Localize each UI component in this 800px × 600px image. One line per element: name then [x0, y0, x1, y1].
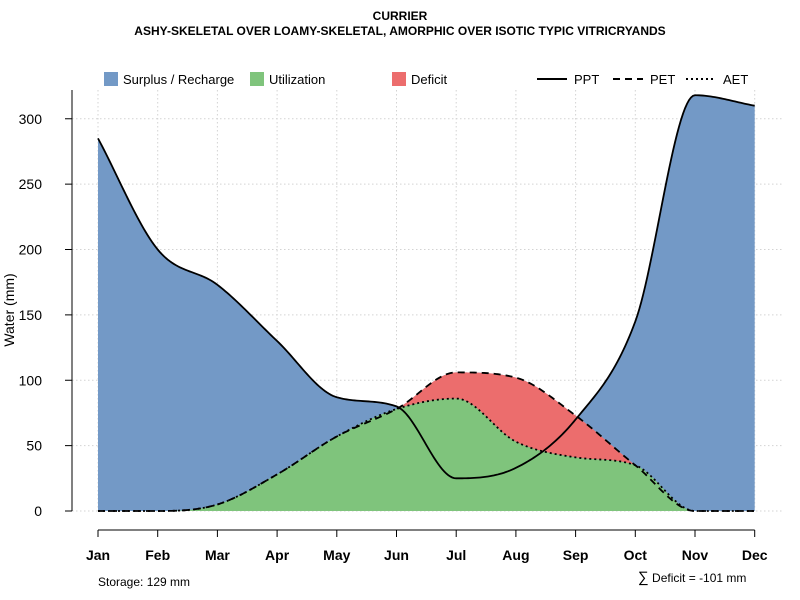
y-tick-label: 0: [34, 503, 42, 519]
x-tick-label: Oct: [624, 547, 648, 563]
storage-annotation: Storage: 129 mm: [98, 575, 191, 589]
legend-label: AET: [723, 72, 748, 87]
legend-label: Deficit: [411, 72, 448, 87]
chart-subtitle: ASHY-SKELETAL OVER LOAMY-SKELETAL, AMORP…: [134, 24, 666, 38]
x-tick-label: Apr: [265, 547, 290, 563]
legend-swatch: [104, 72, 118, 86]
x-tick-label: Jan: [86, 547, 110, 563]
x-tick-label: May: [323, 547, 350, 563]
sum-symbol: ∑: [638, 569, 649, 586]
legend: Surplus / Recharge Utilization Deficit PPT P…: [104, 72, 748, 87]
deficit-area: [98, 372, 755, 511]
legend-label: Utilization: [269, 72, 325, 87]
legend-label: PET: [650, 72, 675, 87]
y-tick-label: 300: [19, 111, 43, 127]
surplus-recharge-area: [98, 95, 755, 511]
deficit-annotation: ∑ Deficit = -101 mm: [638, 569, 746, 586]
legend-swatch: [392, 72, 406, 86]
area-fills: [98, 95, 755, 511]
chart-title: CURRIER: [372, 9, 428, 23]
x-tick-label: Jun: [384, 547, 409, 563]
legend-label: PPT: [574, 72, 599, 87]
x-tick-label: Feb: [145, 547, 170, 563]
y-tick-label: 150: [19, 307, 43, 323]
y-tick-label: 100: [19, 372, 43, 388]
legend-label: Surplus / Recharge: [123, 72, 234, 87]
deficit-text: Deficit = -101 mm: [652, 571, 747, 585]
x-tick-label: Aug: [502, 547, 529, 563]
x-tick-label: Nov: [682, 547, 709, 563]
y-axis-label: Water (mm): [1, 273, 17, 346]
x-tick-label: Dec: [742, 547, 768, 563]
y-tick-label: 200: [19, 242, 43, 258]
x-tick-label: Sep: [563, 547, 589, 563]
x-tick-label: Mar: [205, 547, 230, 563]
utilization-area: [98, 398, 755, 511]
y-tick-label: 250: [19, 176, 43, 192]
x-tick-label: Jul: [446, 547, 466, 563]
axes: 0 50 100 150 200 250 300 Jan Feb Mar Apr May Jun Jul A…: [1, 90, 768, 563]
pet-line: [98, 371, 755, 512]
y-tick-label: 50: [26, 438, 42, 454]
legend-swatch: [250, 72, 264, 86]
series-lines: [97, 94, 755, 512]
ppt-line: [97, 94, 755, 480]
